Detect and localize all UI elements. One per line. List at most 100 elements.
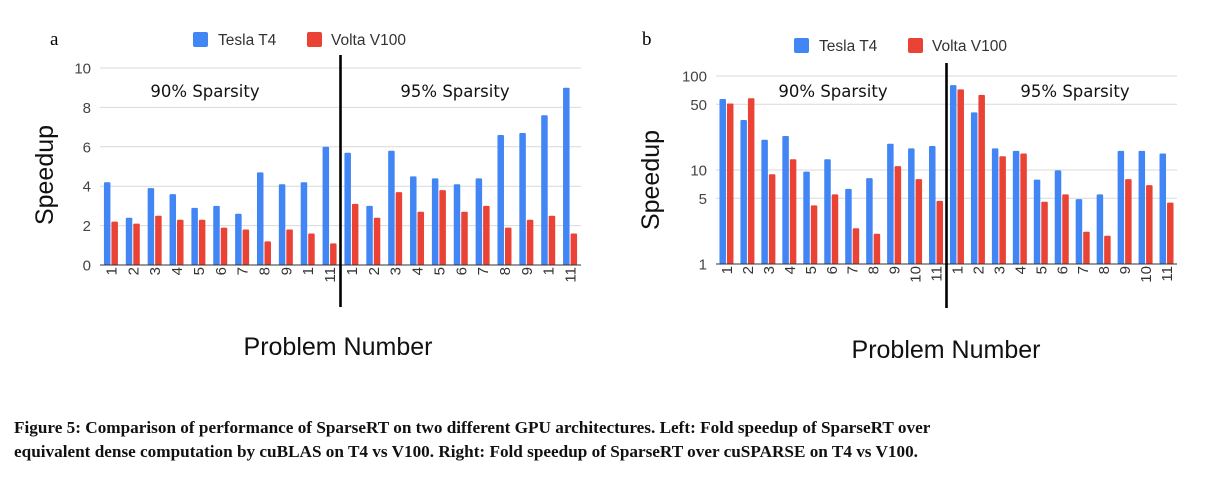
bar-volta-v100-7 xyxy=(852,228,860,264)
x-tick-label: 4 xyxy=(1012,266,1029,274)
bar-tesla-t4-4 xyxy=(169,194,177,265)
bar-tesla-t4-12 xyxy=(949,85,957,264)
bar-tesla-t4-20 xyxy=(1117,150,1125,264)
y-axis-title: Speedup xyxy=(31,125,59,225)
x-tick-label: 7 xyxy=(475,267,492,275)
x-tick-label: 8 xyxy=(866,266,883,274)
bar-volta-v100-1 xyxy=(111,221,118,265)
x-axis-title: Problem Number xyxy=(244,333,433,361)
x-tick-label: 7 xyxy=(235,267,252,275)
x-tick-label: 1 xyxy=(344,267,361,275)
bar-volta-v100-10 xyxy=(308,233,315,265)
legend-swatch-tesla xyxy=(794,38,809,53)
x-tick-label: 6 xyxy=(824,266,841,274)
bar-volta-v100-14 xyxy=(999,156,1006,264)
bar-volta-v100-18 xyxy=(1083,231,1090,264)
bar-volta-v100-15 xyxy=(417,211,425,265)
bar-volta-v100-2 xyxy=(747,98,755,265)
bar-tesla-t4-8 xyxy=(256,172,264,265)
x-tick-labels: 1 2 3 4 5 6 7 8 9 1 11 1 2 3 4 5 6 7 8 9 1 11 xyxy=(103,267,579,283)
x-tick-label: 6 xyxy=(1054,266,1071,274)
y-tick-label: 6 xyxy=(83,139,91,156)
x-tick-label: 3 xyxy=(388,267,405,275)
bar-tesla-t4-22 xyxy=(1159,153,1167,264)
x-tick-label: 11 xyxy=(322,267,339,283)
bar-tesla-t4-10 xyxy=(908,148,915,264)
caption-line-2: equivalent dense computation by cuBLAS o… xyxy=(14,442,918,461)
bar-volta-v100-7 xyxy=(242,229,250,265)
bar-volta-v100-22 xyxy=(570,233,578,265)
bar-volta-v100-3 xyxy=(768,174,776,264)
bar-volta-v100-17 xyxy=(461,211,468,265)
bar-tesla-t4-6 xyxy=(213,205,220,265)
bar-volta-v100-5 xyxy=(810,205,818,264)
bar-tesla-t4-1 xyxy=(719,98,726,265)
bar-volta-v100-8 xyxy=(873,233,881,264)
annotation-95-sparsity: 95% Sparsity xyxy=(400,82,509,101)
y-tick-labels: 0 2 4 6 8 10 xyxy=(74,61,91,275)
y-tick-label: 10 xyxy=(74,61,91,78)
x-tick-label: 2 xyxy=(366,267,383,275)
y-axis-title: Speedup xyxy=(637,130,665,230)
y-tick-label: 2 xyxy=(83,218,91,235)
bar-volta-v100-12 xyxy=(957,89,964,265)
x-tick-label: 9 xyxy=(519,267,536,275)
x-tick-label: 2 xyxy=(125,267,142,275)
bar-volta-v100-8 xyxy=(264,241,271,265)
bars xyxy=(103,87,578,265)
legend-swatch-tesla xyxy=(193,32,208,47)
y-tick-label: 4 xyxy=(83,179,91,196)
bar-volta-v100-21 xyxy=(548,215,556,265)
bar-volta-v100-1 xyxy=(726,103,734,264)
x-tick-labels: 1 2 3 4 5 6 7 8 9 10 11 1 2 3 4 5 6 7 8 9 10 11 xyxy=(719,266,1176,283)
bar-volta-v100-4 xyxy=(789,159,797,264)
bar-tesla-t4-19 xyxy=(497,134,504,265)
x-tick-label: 5 xyxy=(191,267,208,275)
x-tick-label: 5 xyxy=(431,267,448,275)
x-tick-label: 4 xyxy=(169,267,186,275)
bar-tesla-t4-16 xyxy=(431,178,439,265)
x-tick-label: 1 xyxy=(103,267,120,275)
y-tick-label: 8 xyxy=(83,100,91,117)
x-tick-label: 6 xyxy=(453,267,470,275)
bar-tesla-t4-13 xyxy=(970,112,978,264)
annotation-95-sparsity: 95% Sparsity xyxy=(1020,82,1129,101)
x-tick-label: 11 xyxy=(563,267,580,283)
bar-tesla-t4-5 xyxy=(191,207,198,265)
bar-volta-v100-15 xyxy=(1020,153,1027,264)
x-axis-title: Problem Number xyxy=(852,336,1041,364)
bar-volta-v100-21 xyxy=(1146,185,1153,264)
y-tick-label: 0 xyxy=(83,258,91,275)
caption-line-1: Figure 5: Comparison of performance of S… xyxy=(14,418,931,437)
annotation-90-sparsity: 90% Sparsity xyxy=(778,82,887,101)
bar-volta-v100-19 xyxy=(1104,235,1111,264)
bar-tesla-t4-15 xyxy=(410,176,417,265)
x-tick-label: 7 xyxy=(845,266,862,274)
bar-volta-v100-9 xyxy=(286,229,293,265)
bar-tesla-t4-18 xyxy=(1075,199,1083,264)
bar-volta-v100-11 xyxy=(936,200,944,264)
bar-tesla-t4-17 xyxy=(1054,170,1062,264)
y-tick-label: 5 xyxy=(699,191,707,208)
x-tick-label: 1 xyxy=(541,267,558,275)
x-tick-label: 3 xyxy=(991,266,1008,274)
x-tick-label: 10 xyxy=(908,266,925,283)
bar-tesla-t4-9 xyxy=(887,143,894,264)
x-tick-label: 10 xyxy=(1138,266,1155,283)
bar-tesla-t4-13 xyxy=(366,205,373,265)
annotation-90-sparsity: 90% Sparsity xyxy=(150,82,259,101)
x-tick-label: 1 xyxy=(949,266,966,274)
bar-tesla-t4-16 xyxy=(1033,179,1041,264)
legend-label-tesla: Tesla T4 xyxy=(218,32,277,49)
bar-volta-v100-3 xyxy=(155,215,162,265)
bar-volta-v100-20 xyxy=(526,219,534,265)
legend-label-volta: Volta V100 xyxy=(932,38,1007,55)
bar-tesla-t4-15 xyxy=(1012,150,1020,264)
bar-tesla-t4-17 xyxy=(453,184,461,265)
bar-volta-v100-13 xyxy=(373,217,381,265)
y-tick-label: 100 xyxy=(682,69,707,86)
bar-tesla-t4-2 xyxy=(740,120,747,264)
